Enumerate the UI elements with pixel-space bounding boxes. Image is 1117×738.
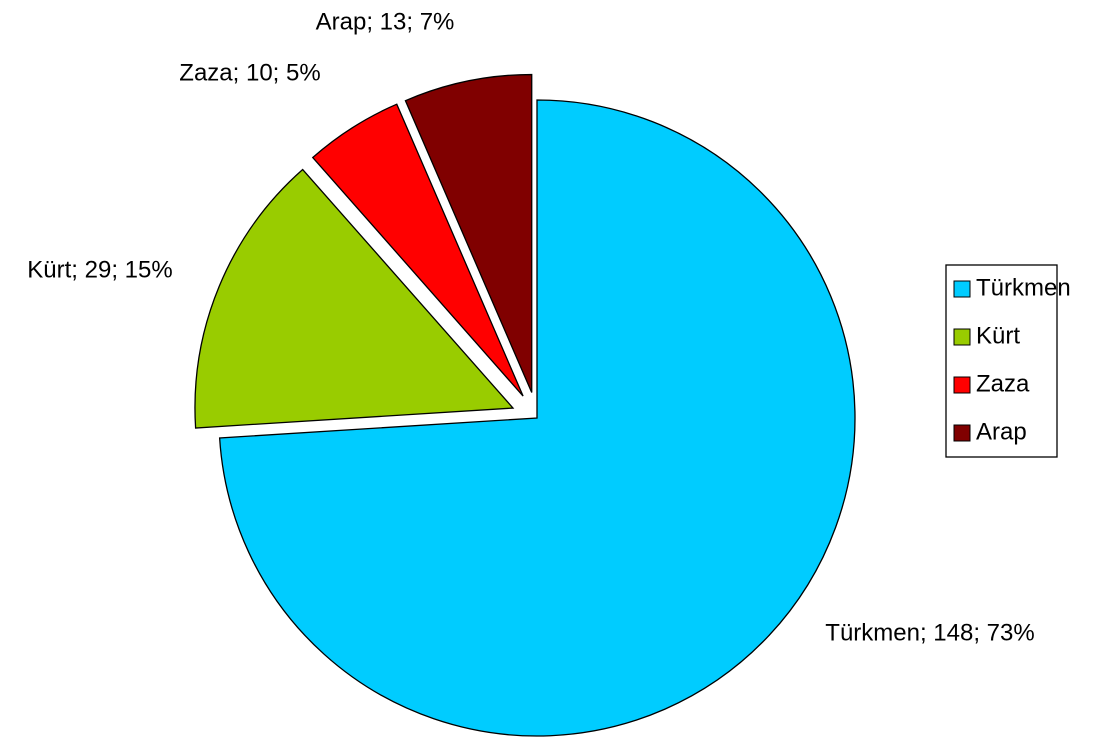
data-label: Arap; 13; 7%	[315, 8, 455, 36]
pie-slice	[311, 103, 524, 397]
pie-slice	[218, 99, 856, 737]
legend-swatch	[953, 376, 971, 394]
pie-slice	[404, 73, 533, 393]
legend-swatch	[953, 280, 971, 298]
legend-swatch	[953, 424, 971, 442]
data-label: Türkmen; 148; 73%	[825, 619, 1035, 647]
pie-slice	[194, 168, 515, 429]
legend-label: Türkmen	[976, 274, 1071, 301]
legend-swatch	[953, 328, 971, 346]
legend-label: Arap	[976, 418, 1027, 445]
legend-label: Kürt	[976, 322, 1020, 349]
data-label: Zaza; 10; 5%	[179, 59, 321, 87]
legend-label: Zaza	[976, 370, 1030, 397]
data-label: Kürt; 29; 15%	[27, 256, 173, 284]
